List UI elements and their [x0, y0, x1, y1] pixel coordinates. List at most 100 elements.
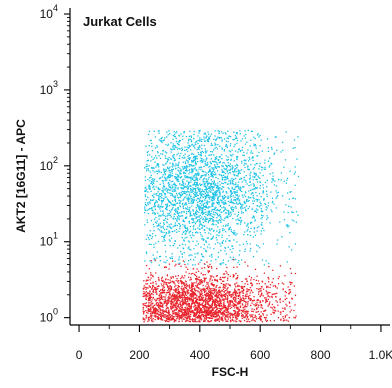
- event-dot: [206, 207, 207, 208]
- event-dot: [247, 224, 248, 225]
- event-dot: [206, 242, 207, 243]
- event-dot: [235, 259, 236, 260]
- event-dot: [184, 252, 185, 253]
- event-dot: [236, 241, 237, 242]
- event-dot: [187, 188, 188, 189]
- event-dot: [191, 237, 192, 238]
- event-dot: [283, 211, 284, 212]
- event-dot: [179, 155, 180, 156]
- event-dot: [168, 157, 169, 158]
- event-dot: [204, 300, 205, 301]
- event-dot: [266, 321, 267, 322]
- event-dot: [231, 296, 232, 297]
- event-dot: [193, 145, 194, 146]
- event-dot: [280, 311, 281, 312]
- event-dot: [246, 201, 247, 202]
- event-dot: [163, 180, 164, 181]
- event-dot: [224, 313, 225, 314]
- event-dot: [235, 168, 236, 169]
- event-dot: [219, 279, 220, 280]
- event-dot: [207, 265, 208, 266]
- event-dot: [211, 267, 212, 268]
- event-dot: [269, 303, 270, 304]
- event-dot: [195, 163, 196, 164]
- event-dot: [153, 292, 154, 293]
- event-dot: [246, 306, 247, 307]
- event-dot: [242, 314, 243, 315]
- event-dot: [216, 313, 217, 314]
- event-dot: [216, 311, 217, 312]
- event-dot: [257, 181, 258, 182]
- event-dot: [227, 210, 228, 211]
- event-dot: [155, 235, 156, 236]
- event-dot: [187, 147, 188, 148]
- event-dot: [146, 189, 147, 190]
- event-dot: [282, 150, 283, 151]
- event-dot: [173, 292, 174, 293]
- event-dot: [232, 305, 233, 306]
- event-dot: [161, 230, 162, 231]
- event-dot: [242, 281, 243, 282]
- event-dot: [186, 288, 187, 289]
- event-dot: [253, 317, 254, 318]
- event-dot: [212, 280, 213, 281]
- event-dot: [178, 310, 179, 311]
- event-dot: [227, 177, 228, 178]
- event-dot: [216, 190, 217, 191]
- event-dot: [175, 176, 176, 177]
- event-dot: [184, 204, 185, 205]
- event-dot: [208, 137, 209, 138]
- event-dot: [248, 190, 249, 191]
- event-dot: [200, 207, 201, 208]
- event-dot: [180, 278, 181, 279]
- event-dot: [262, 228, 263, 229]
- event-dot: [232, 232, 233, 233]
- event-dot: [214, 280, 215, 281]
- event-dot: [194, 182, 195, 183]
- event-dot: [231, 231, 232, 232]
- event-dot: [185, 294, 186, 295]
- event-dot: [188, 221, 189, 222]
- event-dot: [163, 281, 164, 282]
- event-dot: [191, 154, 192, 155]
- event-dot: [258, 136, 259, 137]
- event-dot: [255, 269, 256, 270]
- event-dot: [276, 243, 277, 244]
- event-dot: [246, 205, 247, 206]
- event-dot: [210, 321, 211, 322]
- event-dot: [239, 130, 240, 131]
- event-dot: [221, 306, 222, 307]
- event-dot: [145, 194, 146, 195]
- event-dot: [167, 226, 168, 227]
- event-dot: [244, 320, 245, 321]
- event-dot: [207, 184, 208, 185]
- event-dot: [180, 200, 181, 201]
- event-dot: [206, 190, 207, 191]
- event-dot: [261, 230, 262, 231]
- event-dot: [203, 179, 204, 180]
- event-dot: [238, 260, 239, 261]
- event-dot: [180, 266, 181, 267]
- event-dot: [153, 294, 154, 295]
- event-dot: [226, 283, 227, 284]
- event-dot: [232, 188, 233, 189]
- event-dot: [194, 147, 195, 148]
- event-dot: [257, 209, 258, 210]
- event-dot: [167, 316, 168, 317]
- event-dot: [250, 243, 251, 244]
- event-dot: [190, 308, 191, 309]
- event-dot: [270, 173, 271, 174]
- event-dot: [186, 267, 187, 268]
- event-dot: [174, 214, 175, 215]
- event-dot: [259, 314, 260, 315]
- event-dot: [173, 184, 174, 185]
- event-dot: [169, 230, 170, 231]
- event-dot: [244, 167, 245, 168]
- event-dot: [196, 184, 197, 185]
- event-dot: [172, 200, 173, 201]
- event-dot: [174, 243, 175, 244]
- event-dot: [201, 309, 202, 310]
- event-dot: [253, 186, 254, 187]
- event-dot: [178, 141, 179, 142]
- event-dot: [201, 238, 202, 239]
